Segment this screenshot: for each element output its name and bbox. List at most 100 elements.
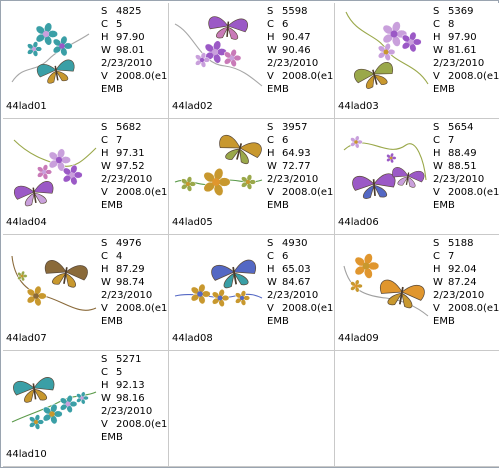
stitch-count-key: S xyxy=(267,122,274,133)
design-info: S 4976 C 4 H 87.29 W 98.74 2/23/2010 V 2008.0(e1 EM… xyxy=(101,237,167,328)
height-value: 88.49 xyxy=(448,148,477,159)
design-tile[interactable]: 44lad07 S 4976 C 4 H 87.29 W 98.74 2/23/2010 V 2008… xyxy=(3,235,169,351)
embroidery-thumbnail xyxy=(13,139,97,207)
height-value-row: H 64.93 xyxy=(267,147,333,160)
color-count: 7 xyxy=(448,135,455,146)
width-value: 84.67 xyxy=(282,277,311,288)
format-value: EMB xyxy=(267,316,289,327)
stitch-count: 5188 xyxy=(448,238,474,249)
width-value-row: W 88.51 xyxy=(433,160,499,173)
design-tile[interactable]: 44lad02 S 5598 C 6 H 90.47 W 90.46 2/23/2010 V 2008… xyxy=(169,3,335,119)
date-value: 2/23/2010 xyxy=(267,58,319,69)
height-value-row: H 88.49 xyxy=(433,147,499,160)
version-value: 2008.0(e1 xyxy=(448,303,499,314)
color-count: 5 xyxy=(116,19,123,30)
version-value-row: V 2008.0(e1 xyxy=(267,186,333,199)
height-value-row: H 97.90 xyxy=(101,31,167,44)
color-count-key: C xyxy=(101,19,108,30)
format-value: EMB xyxy=(101,84,123,95)
butterfly-icon xyxy=(392,167,425,188)
format-value-row: EMB xyxy=(267,199,333,212)
empty-cell xyxy=(169,351,335,467)
design-info: S 4825 C 5 H 97.90 W 98.01 2/23/2010 V 2008.0(e1 EM… xyxy=(101,5,167,96)
stitch-count: 5271 xyxy=(116,354,142,365)
height-value-key: H xyxy=(267,264,275,275)
design-tile[interactable]: 44lad03 S 5369 C 8 H 97.90 W 81.61 2/23/2010 V 2008… xyxy=(335,3,499,119)
file-name: 44lad06 xyxy=(338,217,379,228)
flower-icon xyxy=(350,279,363,293)
stitch-count: 5654 xyxy=(448,122,474,133)
version-value-row: V 2008.0(e1 xyxy=(267,70,333,83)
height-value: 97.90 xyxy=(116,32,145,43)
height-value: 64.93 xyxy=(282,148,311,159)
version-value: 2008.0(e1 xyxy=(116,187,167,198)
design-tile[interactable]: 44lad10 S 5271 C 5 H 92.13 W 98.16 2/23/2010 V 2008… xyxy=(3,351,169,467)
butterfly-icon xyxy=(354,62,394,89)
stitch-count-key: S xyxy=(101,238,108,249)
format-value: EMB xyxy=(101,200,123,211)
height-value-row: H 92.13 xyxy=(101,379,167,392)
flower-icon xyxy=(211,288,230,308)
color-count: 6 xyxy=(282,19,289,30)
height-value: 92.04 xyxy=(448,264,477,275)
height-value-key: H xyxy=(101,264,109,275)
format-value: EMB xyxy=(267,84,289,95)
flower-icon xyxy=(181,176,197,192)
date-value-row: 2/23/2010 xyxy=(267,289,333,302)
flower-icon xyxy=(52,35,73,57)
date-value: 2/23/2010 xyxy=(433,290,485,301)
design-tile[interactable]: 44lad05 S 3957 C 6 H 64.93 W 72.77 2/23/2010 V 2008… xyxy=(169,119,335,235)
width-value-row: W 87.24 xyxy=(433,276,499,289)
file-name: 44lad08 xyxy=(172,333,213,344)
height-value-row: H 97.90 xyxy=(433,31,499,44)
version-value: 2008.0(e1 xyxy=(282,303,333,314)
scroll-vine xyxy=(11,33,90,83)
height-value-row: H 87.29 xyxy=(101,263,167,276)
color-count-key: C xyxy=(433,19,440,30)
design-tile[interactable]: 44lad09 S 5188 C 7 H 92.04 W 87.24 2/23/2010 V 2008… xyxy=(335,235,499,351)
color-count-key: C xyxy=(433,251,440,262)
width-value: 90.46 xyxy=(282,45,311,56)
design-tile[interactable]: 44lad08 S 4930 C 6 H 65.03 W 84.67 2/23/2010 V 2008… xyxy=(169,235,335,351)
file-name: 44lad02 xyxy=(172,101,213,112)
color-count: 6 xyxy=(282,135,289,146)
stitch-count-row: S 5369 xyxy=(433,5,499,18)
butterfly-icon xyxy=(219,134,262,165)
design-tile[interactable]: 44lad06 S 5654 C 7 H 88.49 W 88.51 2/23/2010 V 2008… xyxy=(335,119,499,235)
width-value-row: W 98.01 xyxy=(101,44,167,57)
flower-icon xyxy=(17,270,28,282)
file-name: 44lad03 xyxy=(338,101,379,112)
flower-icon xyxy=(386,152,397,164)
height-value-key: H xyxy=(267,148,275,159)
width-value-row: W 84.67 xyxy=(267,276,333,289)
format-value-row: EMB xyxy=(101,431,167,444)
version-value-row: V 2008.0(e1 xyxy=(101,302,167,315)
width-value: 98.01 xyxy=(116,45,145,56)
date-value-row: 2/23/2010 xyxy=(267,57,333,70)
stitch-count-row: S 5188 xyxy=(433,237,499,250)
embroidery-thumbnail xyxy=(11,255,97,311)
color-count: 8 xyxy=(448,19,455,30)
date-value: 2/23/2010 xyxy=(267,290,319,301)
stitch-count-key: S xyxy=(433,238,440,249)
date-value-row: 2/23/2010 xyxy=(433,289,499,302)
color-count: 6 xyxy=(282,251,289,262)
design-tile[interactable]: 44lad04 S 5682 C 7 H 97.31 W 97.52 2/23/2010 V 2008… xyxy=(3,119,169,235)
version-value-row: V 2008.0(e1 xyxy=(267,302,333,315)
version-value-row: V 2008.0(e1 xyxy=(433,70,499,83)
date-value: 2/23/2010 xyxy=(101,58,153,69)
embroidery-thumbnail xyxy=(174,134,263,197)
height-value-key: H xyxy=(433,264,441,275)
file-name: 44lad01 xyxy=(6,101,47,112)
design-info: S 5598 C 6 H 90.47 W 90.46 2/23/2010 V 2008.0(e1 EM… xyxy=(267,5,333,96)
width-value-key: W xyxy=(433,45,443,56)
width-value: 87.24 xyxy=(448,277,477,288)
height-value: 65.03 xyxy=(282,264,311,275)
design-thumbnail-grid: 44lad01 S 4825 C 5 H 97.90 W 98.01 2/23/2010 V 2008… xyxy=(3,3,499,468)
design-tile[interactable]: 44lad01 S 4825 C 5 H 97.90 W 98.01 2/23/2010 V 2008… xyxy=(3,3,169,119)
stitch-count-row: S 5271 xyxy=(101,353,167,366)
embroidery-thumbnail xyxy=(174,259,263,308)
color-count-key: C xyxy=(267,19,274,30)
